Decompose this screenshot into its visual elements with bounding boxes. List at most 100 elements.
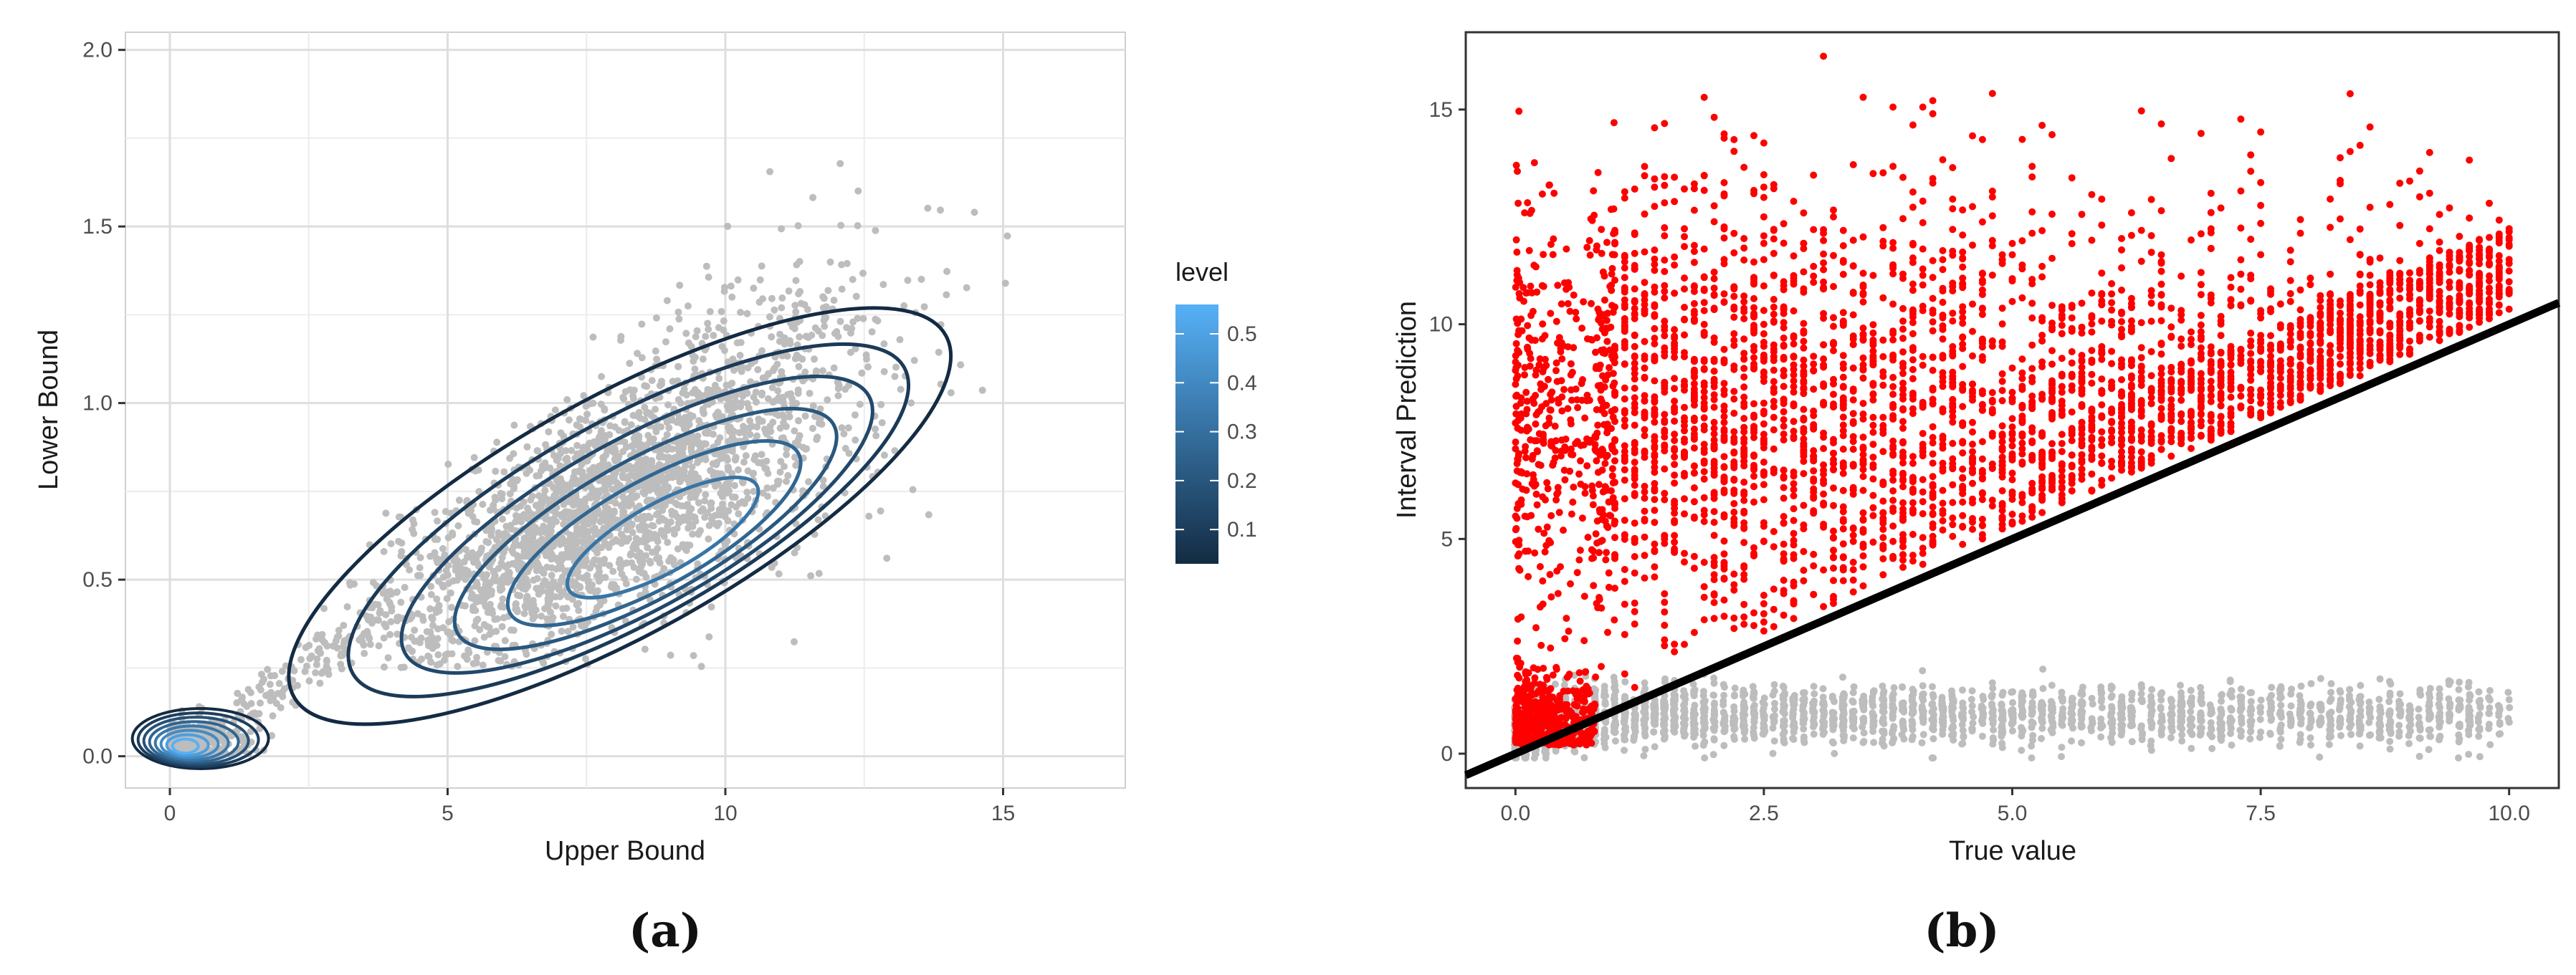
scatter-point [731,494,739,501]
scatter-point [480,594,488,602]
covered-point [2346,724,2354,731]
scatter-point [297,655,305,663]
panel-a-y-axis-title: Lower Bound [34,330,64,490]
covered-point [1929,691,1937,698]
scatter-point [690,652,697,660]
scatter-point [481,575,489,583]
covered-point [2386,692,2394,699]
scatter-point [598,373,606,380]
scatter-point [740,423,747,431]
scatter-point [441,656,448,664]
scatter-point [742,452,750,460]
scatter-point [538,535,546,543]
scatter-point [505,572,512,580]
scatter-point [640,538,648,546]
covered-point [2475,732,2483,740]
scatter-point [474,559,482,567]
scatter-point [758,451,765,458]
scatter-point [599,453,607,461]
scatter-point [495,529,502,537]
scatter-point [312,669,320,677]
scatter-point [361,650,368,658]
scatter-point [657,527,665,534]
scatter-point [586,534,593,542]
covered-point [2198,700,2206,708]
scatter-point [783,478,790,485]
scatter-point [801,412,809,420]
scatter-point [408,633,415,641]
scatter-point [462,546,469,554]
scatter-point [375,616,382,624]
scatter-point [729,436,737,443]
scatter-point [258,678,266,686]
scatter-point [768,384,776,392]
scatter-point [380,634,388,642]
scatter-point [701,497,709,505]
scatter-point [648,377,656,385]
scatter-point [883,554,891,562]
covered-point [2456,696,2464,704]
scatter-point [763,457,771,465]
scatter-point [706,308,714,315]
scatter-point [664,456,672,464]
scatter-point [652,347,659,355]
scatter-point [809,402,817,410]
covered-point [2446,711,2453,719]
scatter-point [333,644,341,652]
covered-point [2238,714,2245,721]
scatter-point [434,635,442,643]
scatter-point [722,453,730,461]
scatter-point [376,607,384,615]
scatter-point [808,425,816,432]
scatter-point [658,516,666,524]
covered-point [1730,736,1738,743]
scatter-point [429,615,437,623]
covered-point [2376,675,2384,683]
scatter-point [419,613,426,620]
covered-point [1811,721,1818,729]
scatter-point [657,453,664,461]
covered-point [2356,742,2364,750]
scatter-point [535,562,543,570]
covered-point [1571,748,1579,756]
covered-point [2187,686,2195,694]
scatter-point [580,562,588,570]
y-tick-label: 1.5 [82,215,113,239]
scatter-point [469,607,477,614]
scatter-point [819,367,826,375]
scatter-point [796,258,803,266]
scatter-point [858,369,866,377]
scatter-point [768,333,776,341]
colorbar-gradient [1175,304,1218,564]
scatter-point [281,685,288,693]
covered-point [2188,730,2196,738]
scatter-point [837,221,845,229]
covered-point [2237,685,2245,693]
scatter-point [935,348,943,356]
scatter-point [854,222,862,229]
scatter-point [831,330,839,337]
scatter-point [947,389,955,397]
scatter-point [536,529,544,537]
scatter-point [600,559,608,567]
y-tick-label: 2.0 [82,39,113,62]
scatter-point [455,496,463,504]
covered-point [2198,693,2205,701]
scatter-point [453,576,461,584]
scatter-point [579,574,587,582]
scatter-point [643,409,651,417]
scatter-point [891,373,899,380]
scatter-point [791,325,798,332]
scatter-point [433,661,441,669]
scatter-point [656,382,664,390]
scatter-point [843,259,851,267]
scatter-point [601,486,609,494]
scatter-point [763,484,771,492]
covered-point [2228,693,2236,701]
covered-point [1769,749,1777,757]
scatter-point [586,514,594,522]
scatter-point [702,440,710,448]
covered-point [1909,719,1917,727]
scatter-point [492,467,500,475]
scatter-point [439,581,447,589]
